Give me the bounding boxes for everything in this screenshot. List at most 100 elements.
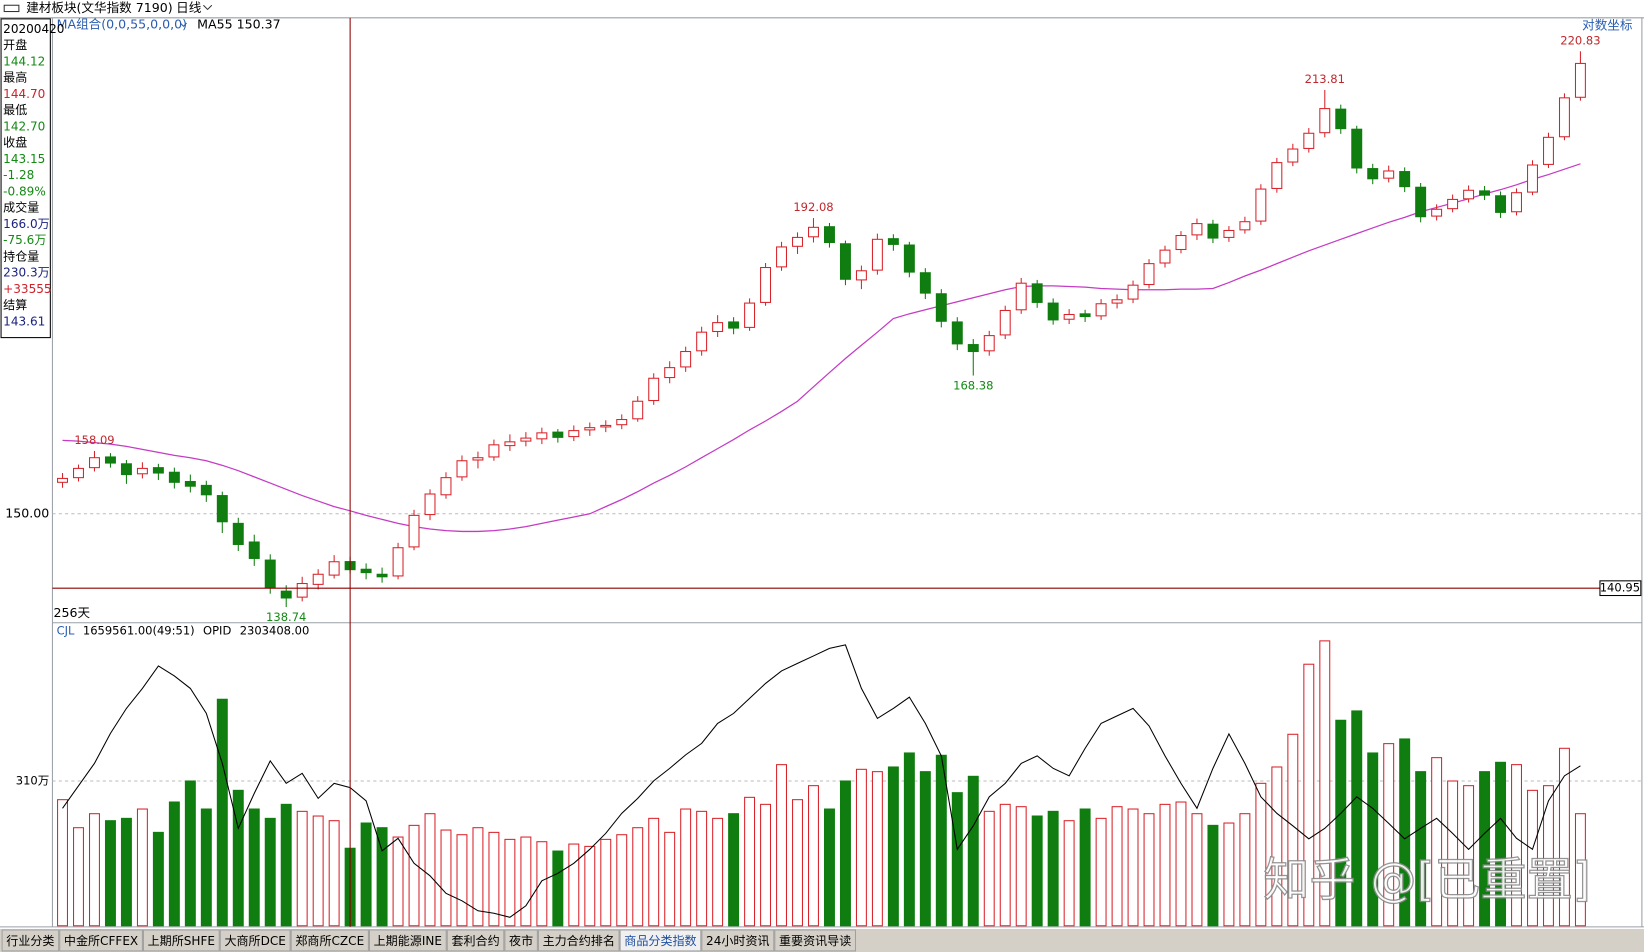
volume-bar [552,850,564,927]
tab-label[interactable]: 上期所SHFE [148,934,215,948]
candle-body [88,457,100,469]
candle-body [1479,190,1491,196]
high-label: 192.08 [793,200,833,214]
candle-body [120,463,132,476]
info-item: 结算 [3,297,27,312]
candle-body [1495,195,1507,213]
volume-bar [1063,820,1075,927]
tab[interactable] [504,929,538,952]
volume-bar [1495,761,1507,927]
volume-bar [1095,817,1107,927]
candle-body [392,547,404,577]
tab[interactable] [290,929,369,952]
candle-body [136,467,148,475]
candle-body [1287,148,1299,163]
volume-bar [680,808,692,927]
volume-bar [520,836,532,927]
candle-body [328,561,340,576]
volume-bar [887,766,899,927]
volume-bar [600,838,612,927]
tab-label[interactable]: 24小时资讯 [706,934,770,948]
tab[interactable] [446,929,505,952]
volume-bar [312,815,324,927]
volume-bar [1127,808,1139,927]
volume-bar [536,841,548,927]
tab-label[interactable]: 夜市 [509,933,533,948]
volume-bar [1239,813,1251,927]
window-icon [3,4,20,13]
candle-body [536,432,548,440]
volume-bar [1415,771,1427,927]
candle-body [871,238,883,271]
candle-body [776,246,788,268]
tab-label[interactable]: 主力合约排名 [543,933,615,948]
volume-bar [871,771,883,927]
volume-bar [1271,766,1283,927]
volume-header: OPID [203,624,231,638]
volume-bar [1447,780,1459,927]
candle-body [424,493,436,516]
candle-body [999,309,1011,336]
tab[interactable] [142,929,220,952]
info-item: 144.70 [3,87,45,101]
tab-label[interactable]: 商品分类指数 [624,933,696,948]
volume-bar [73,827,84,927]
info-item: 230.3万 [3,266,50,280]
candle-body [744,302,756,328]
volume-bar [360,822,372,927]
volume-bar [728,813,740,927]
high-label: 213.81 [1305,72,1345,86]
tab-label[interactable]: 中金所CFFEX [64,933,138,948]
tab[interactable] [59,929,143,952]
volume-bar [1351,710,1363,927]
period-selector[interactable]: 日线 [176,0,202,15]
candle-body [760,267,772,303]
tab-label[interactable]: 重要资讯导读 [779,934,851,948]
candle-body [1431,208,1443,217]
tab-label[interactable]: 郑商所CZCE [295,933,364,948]
dropdown-arrow [179,22,188,27]
candle-body [983,335,995,352]
candle-body [1271,162,1283,189]
tab-label[interactable]: 套利合约 [451,933,499,948]
volume-bar [1175,801,1187,927]
volume-header: CJL [57,624,75,638]
candle-body [1159,249,1171,264]
volume-bar [1303,663,1315,927]
tab[interactable] [368,929,447,952]
volume-bar [392,836,404,927]
volume-bar [1047,810,1059,927]
volume-bar [919,771,931,927]
candle-body [216,495,228,523]
volume-bar [568,843,580,927]
tab-label[interactable]: 行业分类 [6,934,54,948]
candle-body [520,437,532,442]
candle-body [1335,108,1347,130]
volume-bar [1255,782,1267,927]
candle-body [1207,223,1219,239]
scale-mode[interactable]: 对数坐标 [1582,18,1633,33]
candle-body [1543,136,1554,165]
tab[interactable] [701,929,775,952]
candle-body [168,471,180,483]
candle-body [600,424,612,428]
volume-bar [823,808,835,927]
tab-label[interactable]: 大商所DCE [224,933,285,948]
y-tick-label: 150.00 [5,505,49,520]
volume-bar [136,808,148,927]
tab[interactable] [219,929,291,952]
candle-body [823,226,835,244]
volume-bar [983,810,995,927]
tab[interactable] [774,929,857,952]
tab[interactable] [619,929,702,952]
volume-bar [488,831,500,927]
tab-label[interactable]: 上期能源INE [374,934,442,948]
candle-body [1303,132,1315,149]
tab[interactable] [537,929,620,952]
info-item: 143.61 [3,314,45,328]
volume-bar [792,799,803,927]
open-interest-line [62,644,1581,918]
ma-setting[interactable]: MA组合(0,0,55,0,0,0) [57,17,187,32]
tab[interactable] [1,929,60,952]
